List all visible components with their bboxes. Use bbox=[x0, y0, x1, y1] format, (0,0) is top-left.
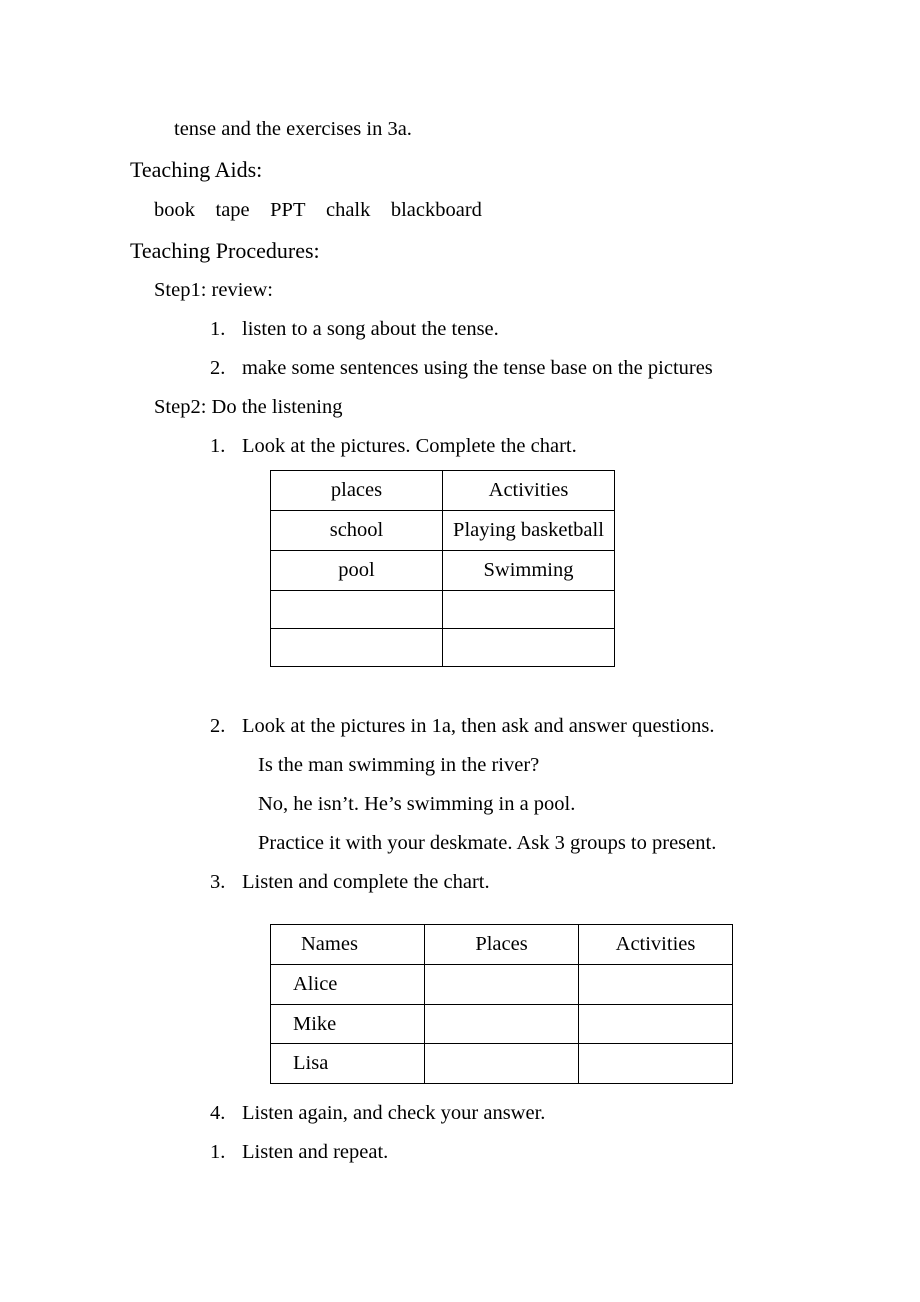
step2-item: 1. Listen and repeat. bbox=[130, 1133, 790, 1172]
table-cell: school bbox=[271, 511, 443, 551]
table-cell bbox=[425, 964, 579, 1004]
sub-line: Is the man swimming in the river? bbox=[130, 746, 790, 785]
table-cell: Mike bbox=[271, 1004, 425, 1044]
table-cell bbox=[425, 1004, 579, 1044]
table-cell: Alice bbox=[271, 964, 425, 1004]
table-cell: places bbox=[271, 471, 443, 511]
table-cell bbox=[579, 964, 733, 1004]
table-row bbox=[271, 590, 615, 628]
list-text: Look at the pictures in 1a, then ask and… bbox=[242, 707, 715, 746]
list-number: 3. bbox=[210, 863, 230, 902]
step2-item: 3. Listen and complete the chart. bbox=[130, 863, 790, 902]
list-text: make some sentences using the tense base… bbox=[242, 349, 713, 388]
list-number: 1. bbox=[210, 427, 230, 466]
places-activities-table: places Activities school Playing basketb… bbox=[270, 470, 615, 667]
list-number: 1. bbox=[210, 310, 230, 349]
list-text: Listen and repeat. bbox=[242, 1133, 388, 1172]
table-cell: Playing basketball bbox=[443, 511, 615, 551]
list-number: 4. bbox=[210, 1094, 230, 1133]
table-cell bbox=[443, 590, 615, 628]
aids-heading: Teaching Aids: bbox=[130, 149, 790, 191]
sub-line: Practice it with your deskmate. Ask 3 gr… bbox=[130, 824, 790, 863]
table-row: Names Places Activities bbox=[271, 924, 733, 964]
table-cell: Swimming bbox=[443, 551, 615, 591]
step2-item: 1. Look at the pictures. Complete the ch… bbox=[130, 427, 790, 466]
step1-item: 1. listen to a song about the tense. bbox=[130, 310, 790, 349]
table-cell: pool bbox=[271, 551, 443, 591]
step2-label: Step2: Do the listening bbox=[130, 388, 790, 427]
list-number: 2. bbox=[210, 349, 230, 388]
names-places-activities-table: Names Places Activities Alice Mike Lisa bbox=[270, 924, 733, 1085]
table-row: Mike bbox=[271, 1004, 733, 1044]
list-number: 1. bbox=[210, 1133, 230, 1172]
continuation-line: tense and the exercises in 3a. bbox=[130, 110, 790, 149]
step2-item: 2. Look at the pictures in 1a, then ask … bbox=[130, 707, 790, 746]
list-text: Look at the pictures. Complete the chart… bbox=[242, 427, 577, 466]
table-cell: Lisa bbox=[271, 1044, 425, 1084]
step1-item: 2. make some sentences using the tense b… bbox=[130, 349, 790, 388]
table-cell bbox=[579, 1004, 733, 1044]
table-row: Lisa bbox=[271, 1044, 733, 1084]
table-cell bbox=[579, 1044, 733, 1084]
table-row: places Activities bbox=[271, 471, 615, 511]
table-cell: Places bbox=[425, 924, 579, 964]
step1-label: Step1: review: bbox=[130, 271, 790, 310]
list-text: listen to a song about the tense. bbox=[242, 310, 499, 349]
procedures-heading: Teaching Procedures: bbox=[130, 230, 790, 272]
table-row: Alice bbox=[271, 964, 733, 1004]
list-text: Listen and complete the chart. bbox=[242, 863, 490, 902]
table-cell bbox=[425, 1044, 579, 1084]
aids-text: book tape PPT chalk blackboard bbox=[130, 191, 790, 230]
table-cell bbox=[443, 628, 615, 666]
table-cell: Activities bbox=[579, 924, 733, 964]
list-text: Listen again, and check your answer. bbox=[242, 1094, 545, 1133]
table-cell bbox=[271, 590, 443, 628]
table-cell: Activities bbox=[443, 471, 615, 511]
table-row bbox=[271, 628, 615, 666]
table-row: school Playing basketball bbox=[271, 511, 615, 551]
table-cell: Names bbox=[271, 924, 425, 964]
list-number: 2. bbox=[210, 707, 230, 746]
table-row: pool Swimming bbox=[271, 551, 615, 591]
step2-item: 4. Listen again, and check your answer. bbox=[130, 1094, 790, 1133]
table-cell bbox=[271, 628, 443, 666]
sub-line: No, he isn’t. He’s swimming in a pool. bbox=[130, 785, 790, 824]
